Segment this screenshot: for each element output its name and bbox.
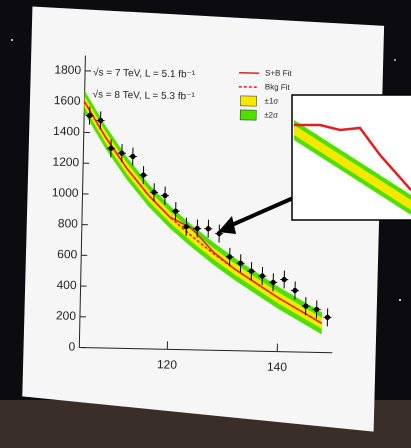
y-tick-label: 200 bbox=[56, 308, 77, 322]
data-point bbox=[292, 287, 298, 294]
data-point bbox=[303, 303, 309, 309]
data-point bbox=[162, 192, 168, 199]
y-tick-label: 1200 bbox=[52, 155, 79, 170]
data-point bbox=[216, 231, 222, 237]
data-point bbox=[270, 279, 276, 285]
annotation: √s = 8 TeV, L = 5.3 fb⁻¹ bbox=[92, 88, 195, 102]
data-point bbox=[140, 172, 147, 178]
y-tick-label: 600 bbox=[57, 247, 78, 261]
legend-label: ±2σ bbox=[264, 110, 278, 119]
inset-fit bbox=[294, 123, 411, 191]
legend-label: Bkg Fit bbox=[265, 82, 291, 92]
y-tick-label: 1600 bbox=[54, 93, 81, 108]
y-tick-label: 400 bbox=[56, 278, 77, 292]
y-tick-label: 1400 bbox=[53, 124, 80, 139]
data-point bbox=[151, 189, 157, 195]
legend-label: ±1σ bbox=[264, 96, 278, 105]
data-point bbox=[205, 226, 211, 232]
y-tick-label: 1800 bbox=[54, 62, 81, 77]
data-point bbox=[194, 225, 200, 232]
legend-label: S+B Fit bbox=[265, 68, 292, 78]
data-point bbox=[248, 268, 255, 274]
data-point bbox=[108, 145, 114, 151]
data-point bbox=[314, 306, 320, 313]
x-tick-label: 140 bbox=[267, 360, 288, 374]
fit-line bbox=[83, 101, 323, 325]
legend-swatch bbox=[239, 109, 257, 121]
data-point bbox=[324, 314, 331, 320]
data-point bbox=[183, 224, 189, 230]
data-point bbox=[173, 208, 179, 214]
fit-line bbox=[83, 101, 323, 325]
plot: 0 200 400 600 800 1000 1200 1400 1600 1800 120 140 S… bbox=[52, 55, 333, 374]
arrow bbox=[224, 193, 301, 230]
star bbox=[394, 59, 396, 61]
data-point bbox=[259, 273, 265, 279]
x-axis bbox=[79, 347, 333, 354]
y-tick-label: 0 bbox=[68, 339, 75, 353]
legend-swatch bbox=[240, 95, 257, 107]
band bbox=[84, 96, 322, 329]
y-tick-label: 1000 bbox=[52, 185, 79, 200]
inset-band bbox=[294, 125, 411, 210]
data-point bbox=[87, 113, 93, 119]
star bbox=[11, 39, 13, 41]
data-point bbox=[227, 254, 233, 260]
data-point bbox=[119, 150, 125, 156]
star bbox=[399, 299, 401, 301]
data-point bbox=[238, 260, 244, 266]
annotation: √s = 7 TeV, L = 5.1 fb⁻¹ bbox=[93, 66, 196, 80]
data-point bbox=[97, 117, 104, 124]
arrow-head bbox=[218, 216, 236, 234]
data-point bbox=[281, 276, 287, 283]
y-tick-label: 800 bbox=[58, 216, 79, 230]
x-tick-label: 120 bbox=[157, 357, 178, 371]
data-point bbox=[130, 153, 136, 160]
